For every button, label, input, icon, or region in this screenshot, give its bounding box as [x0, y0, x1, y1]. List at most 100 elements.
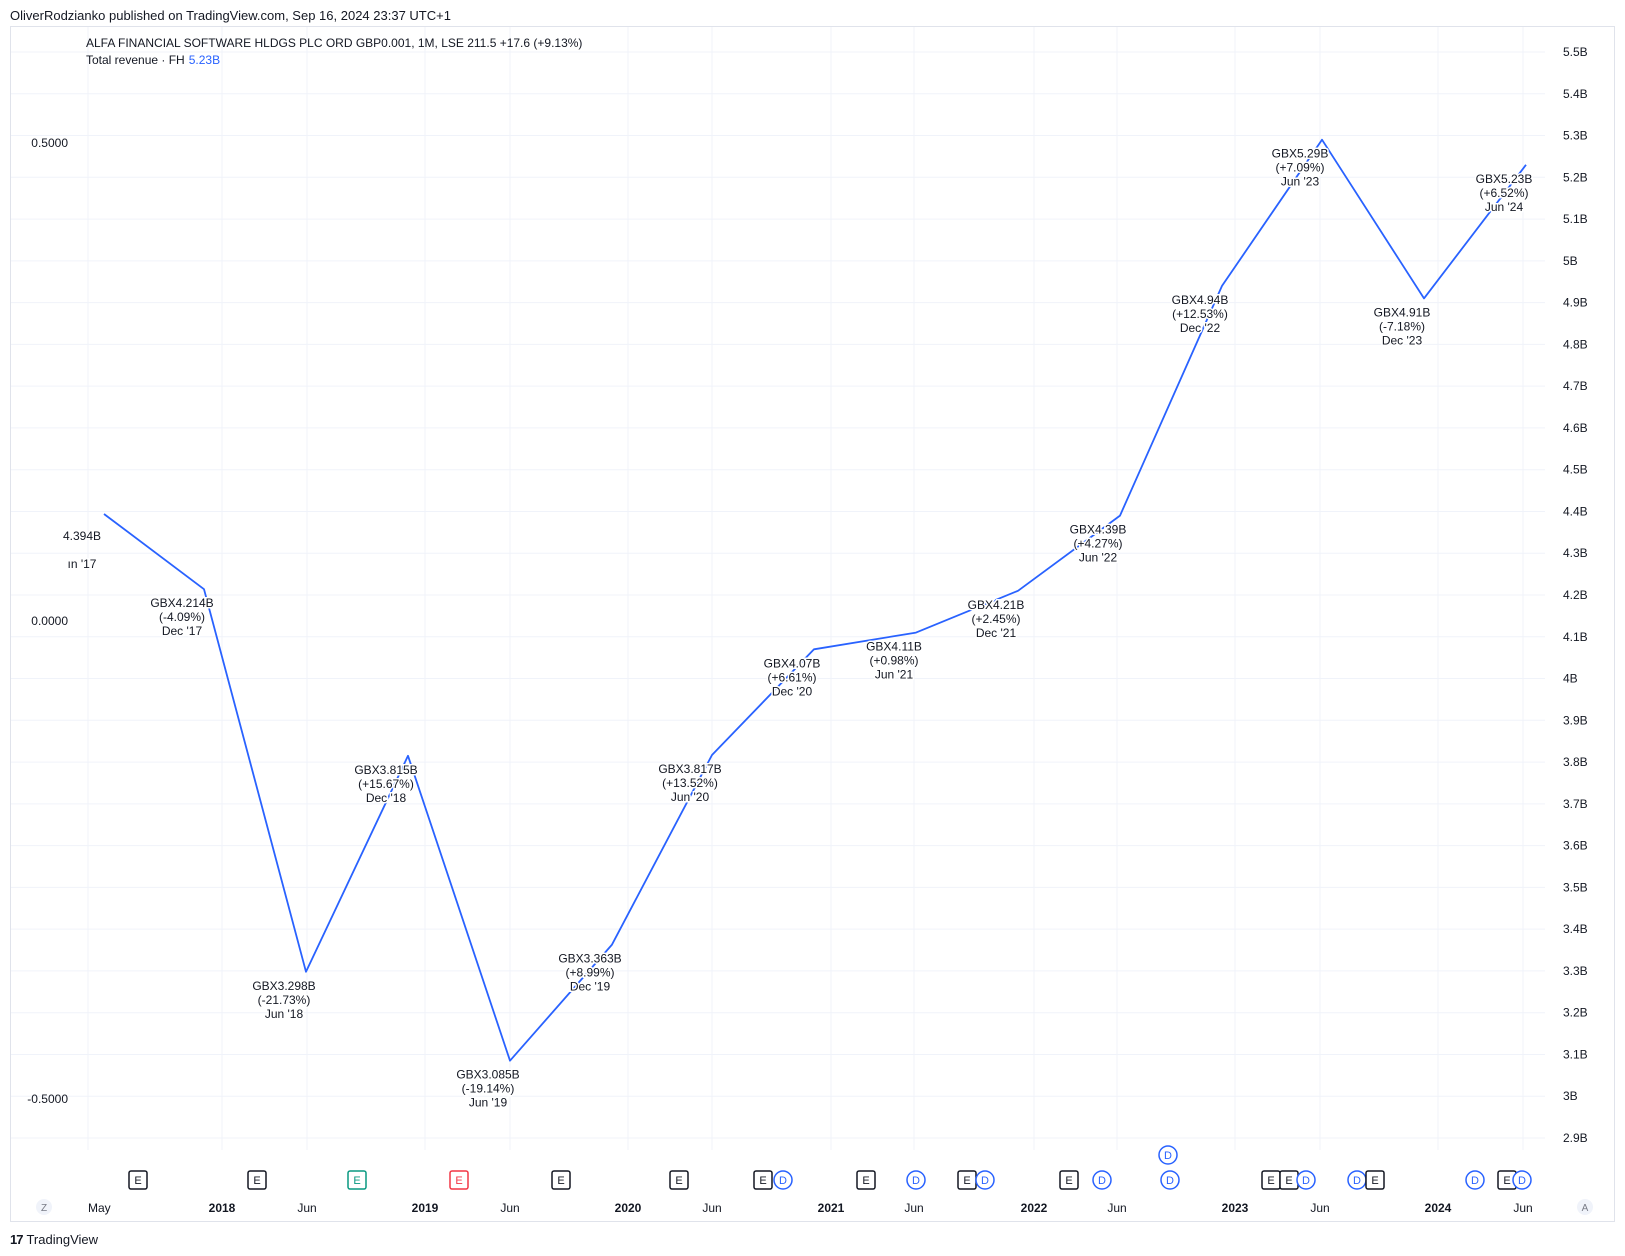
dividend-event-letter: D — [1302, 1175, 1310, 1187]
x-tick-label: Jun — [297, 1201, 316, 1215]
dividend-event-marker — [975, 1170, 995, 1190]
dividend-event-marker — [1512, 1170, 1532, 1190]
point-value-label: GBX4.21B — [968, 598, 1025, 612]
x-tick-label: 2021 — [818, 1201, 845, 1215]
point-value-label: GBX3.363B — [558, 952, 621, 966]
point-date-label: Jun '19 — [469, 1096, 508, 1110]
dividend-event-marker — [1296, 1170, 1316, 1190]
x-tick-label: Jun — [500, 1201, 519, 1215]
y-tick-label: 5.5B — [1563, 45, 1588, 59]
chart-legend: ALFA FINANCIAL SOFTWARE HLDGS PLC ORD GB… — [86, 35, 582, 69]
point-change-label: (-19.14%) — [462, 1082, 515, 1096]
point-change-label: (+7.09%) — [1275, 161, 1324, 175]
point-value-label: GBX4.07B — [764, 656, 821, 670]
x-tick-label: Jun — [1513, 1201, 1532, 1215]
earnings-event-marker — [753, 1170, 773, 1190]
earnings-event-marker — [551, 1170, 571, 1190]
point-date-label: Dec '21 — [976, 626, 1017, 640]
dividend-event-letter: D — [1166, 1175, 1174, 1187]
earnings-event-marker — [1365, 1170, 1385, 1190]
point-value-label: GBX4.11B — [866, 640, 922, 654]
y-tick-label: 2.9B — [1563, 1131, 1588, 1145]
dividend-event-marker — [906, 1170, 926, 1190]
tradingview-logo[interactable]: 17 TradingView — [10, 1232, 98, 1247]
left-axis-label: -0.5000 — [27, 1092, 68, 1106]
point-value-label: GBX3.815B — [354, 763, 417, 777]
dividend-event-marker — [773, 1170, 793, 1190]
earnings-event-marker — [128, 1170, 148, 1190]
y-tick-label: 4.3B — [1563, 546, 1588, 560]
dividend-event-letter: D — [1164, 1150, 1172, 1162]
x-tick-label: 2024 — [1425, 1201, 1452, 1215]
point-change-label: (+15.67%) — [358, 777, 414, 791]
symbol-line[interactable]: ALFA FINANCIAL SOFTWARE HLDGS PLC ORD GB… — [86, 36, 583, 50]
x-tick-label: 2020 — [615, 1201, 642, 1215]
y-tick-label: 5.2B — [1563, 170, 1588, 184]
y-tick-label: 4.5B — [1563, 463, 1588, 477]
earnings-event-marker — [247, 1170, 267, 1190]
earnings-event-letter: E — [1371, 1175, 1378, 1187]
point-date-label: Jun '23 — [1281, 175, 1320, 189]
earnings-event-letter: E — [1285, 1175, 1292, 1187]
point-value-label: GBX4.91B — [1374, 305, 1431, 319]
earnings-event-marker — [1059, 1170, 1079, 1190]
y-tick-label: 3B — [1563, 1089, 1578, 1103]
left-axis-label: 0.5000 — [31, 136, 68, 150]
earnings-event-marker — [856, 1170, 876, 1190]
earnings-event-letter: E — [1065, 1175, 1072, 1187]
point-change-label: (-4.09%) — [159, 610, 205, 624]
point-value-label: GBX5.23B — [1476, 172, 1533, 186]
point-value-label: 4.394B — [63, 529, 101, 543]
point-change-label: (+2.45%) — [971, 612, 1020, 626]
y-tick-label: 3.7B — [1563, 797, 1588, 811]
point-value-label: GBX4.214B — [150, 596, 213, 610]
x-tick-label: 2018 — [209, 1201, 236, 1215]
y-tick-label: 4.8B — [1563, 337, 1588, 351]
dividend-event-letter: D — [1353, 1175, 1361, 1187]
zoom-corner-label: Z — [41, 1203, 47, 1214]
auto-scale-button — [1577, 1199, 1593, 1215]
y-tick-label: 4B — [1563, 672, 1578, 686]
dividend-event-letter: D — [981, 1175, 989, 1187]
y-tick-label: 4.1B — [1563, 630, 1588, 644]
indicator-label: Total revenue · FH — [86, 53, 185, 67]
x-tick-label: 2022 — [1021, 1201, 1048, 1215]
y-tick-label: 3.1B — [1563, 1047, 1588, 1061]
point-date-label: Dec '18 — [366, 791, 407, 805]
earnings-event-letter: E — [1503, 1175, 1510, 1187]
y-tick-label: 3.8B — [1563, 755, 1588, 769]
series-line — [103, 138, 1527, 1062]
earnings-event-marker — [669, 1170, 689, 1190]
point-date-label: Dec '23 — [1382, 333, 1423, 347]
indicator-value: 5.23B — [188, 53, 221, 67]
indicator-legend-row[interactable]: Total revenue · FH 5.23B — [86, 52, 582, 69]
earnings-event-letter: E — [253, 1175, 260, 1187]
zoom-corner-button — [36, 1199, 52, 1215]
point-date-label: Dec '22 — [1180, 321, 1221, 335]
point-date-label: Dec '19 — [570, 980, 611, 994]
point-date-label: Dec '17 — [162, 624, 203, 638]
tradingview-logo-icon: 17 — [10, 1232, 24, 1247]
point-date-label: Jun '24 — [1485, 200, 1524, 214]
dividend-event-marker — [1092, 1170, 1112, 1190]
y-tick-label: 3.9B — [1563, 713, 1588, 727]
dividend-event-letter: D — [912, 1175, 920, 1187]
earnings-event-letter: E — [675, 1175, 682, 1187]
y-tick-label: 4.6B — [1563, 421, 1588, 435]
earnings-event-letter: E — [353, 1175, 360, 1187]
y-tick-label: 3.2B — [1563, 1006, 1588, 1020]
point-value-label: GBX3.085B — [456, 1068, 519, 1082]
point-value-label: GBX3.298B — [252, 979, 315, 993]
y-tick-label: 3.4B — [1563, 922, 1588, 936]
point-date-label: Jun '20 — [671, 790, 710, 804]
dividend-event-letter: D — [1518, 1175, 1526, 1187]
dividend-event-letter: D — [1098, 1175, 1106, 1187]
point-change-label: (+12.53%) — [1172, 307, 1228, 321]
earnings-event-letter: E — [862, 1175, 869, 1187]
y-tick-label: 5B — [1563, 254, 1578, 268]
earnings-event-letter: E — [1267, 1175, 1274, 1187]
point-date-label: Jun '22 — [1079, 551, 1118, 565]
x-tick-label: Jun — [1107, 1201, 1126, 1215]
y-tick-label: 3.5B — [1563, 880, 1588, 894]
